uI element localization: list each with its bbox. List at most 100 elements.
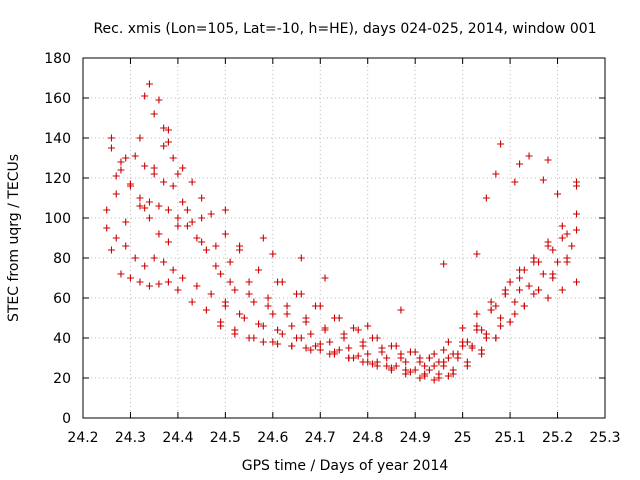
- x-tick-label: 24.2: [67, 430, 98, 446]
- data-point: [525, 152, 533, 160]
- data-point: [288, 322, 296, 330]
- x-tick-label: 25.2: [542, 430, 573, 446]
- data-point: [430, 350, 438, 358]
- data-point: [136, 194, 144, 202]
- data-point: [150, 164, 158, 172]
- data-point: [473, 310, 481, 318]
- data-point: [321, 326, 329, 334]
- data-point: [416, 374, 424, 382]
- data-point: [136, 134, 144, 142]
- series-arc-i: [278, 278, 519, 366]
- data-point: [226, 278, 234, 286]
- series-arc-g: [221, 254, 571, 382]
- plot-frame: [82, 57, 606, 419]
- data-point: [307, 330, 315, 338]
- data-point: [202, 306, 210, 314]
- data-point: [511, 298, 519, 306]
- data-point: [169, 182, 177, 190]
- data-point: [207, 210, 215, 218]
- data-point: [202, 246, 210, 254]
- data-point: [207, 290, 215, 298]
- data-point: [264, 294, 272, 302]
- data-point: [274, 340, 282, 348]
- data-point: [421, 362, 429, 370]
- data-point: [525, 282, 533, 290]
- data-point: [506, 318, 514, 326]
- data-point: [392, 362, 400, 370]
- data-point: [283, 310, 291, 318]
- data-point: [164, 278, 172, 286]
- data-point: [506, 278, 514, 286]
- data-point: [160, 142, 168, 150]
- data-point: [345, 344, 353, 352]
- data-point: [430, 376, 438, 384]
- data-point: [549, 246, 557, 254]
- data-point: [573, 210, 581, 218]
- data-point: [544, 238, 552, 246]
- data-point: [316, 340, 324, 348]
- data-point: [573, 226, 581, 234]
- data-points: [103, 80, 581, 384]
- data-point: [193, 234, 201, 242]
- data-point: [539, 270, 547, 278]
- data-point: [160, 178, 168, 186]
- data-point: [454, 350, 462, 358]
- data-point: [535, 286, 543, 294]
- data-point: [117, 270, 125, 278]
- series-arc-d: [107, 246, 571, 378]
- data-point: [245, 334, 253, 342]
- x-tick-label: 24.5: [210, 430, 241, 446]
- x-tick-label: 24.8: [352, 430, 383, 446]
- data-point: [444, 372, 452, 380]
- y-tick-labels: 0 20 40 60 80 100 120 140 160 180: [44, 51, 71, 427]
- data-point: [516, 266, 524, 274]
- data-point: [368, 360, 376, 368]
- data-point: [373, 362, 381, 370]
- data-point: [131, 152, 139, 160]
- data-point: [530, 290, 538, 298]
- data-point: [145, 80, 153, 88]
- data-point: [444, 338, 452, 346]
- data-point: [164, 238, 172, 246]
- data-point: [236, 310, 244, 318]
- data-point: [392, 342, 400, 350]
- data-point: [141, 262, 149, 270]
- data-point: [274, 326, 282, 334]
- data-point: [492, 302, 500, 310]
- data-point: [255, 266, 263, 274]
- data-point: [326, 338, 334, 346]
- data-point: [402, 358, 410, 366]
- data-point: [259, 338, 267, 346]
- y-tick-label: 120: [44, 171, 71, 187]
- series-arc-e: [136, 80, 581, 362]
- data-point: [549, 270, 557, 278]
- data-point: [463, 362, 471, 370]
- data-point: [160, 124, 168, 132]
- data-point: [107, 144, 115, 152]
- data-point: [440, 260, 448, 268]
- data-point: [198, 238, 206, 246]
- data-point: [179, 164, 187, 172]
- y-tick-label: 60: [53, 291, 71, 307]
- data-point: [387, 366, 395, 374]
- data-point: [164, 126, 172, 134]
- data-point: [573, 278, 581, 286]
- data-point: [530, 254, 538, 262]
- data-point: [511, 178, 519, 186]
- data-point: [383, 354, 391, 362]
- data-point: [487, 298, 495, 306]
- data-point: [473, 250, 481, 258]
- data-point: [150, 110, 158, 118]
- data-point: [231, 330, 239, 338]
- data-point: [459, 342, 467, 350]
- y-tick-label: 140: [44, 131, 71, 147]
- data-point: [174, 286, 182, 294]
- x-tick-label: 24.6: [257, 430, 288, 446]
- data-point: [150, 254, 158, 262]
- data-point: [359, 342, 367, 350]
- data-point: [378, 348, 386, 356]
- data-point: [573, 182, 581, 190]
- data-point: [425, 354, 433, 362]
- data-point: [259, 234, 267, 242]
- data-point: [269, 250, 277, 258]
